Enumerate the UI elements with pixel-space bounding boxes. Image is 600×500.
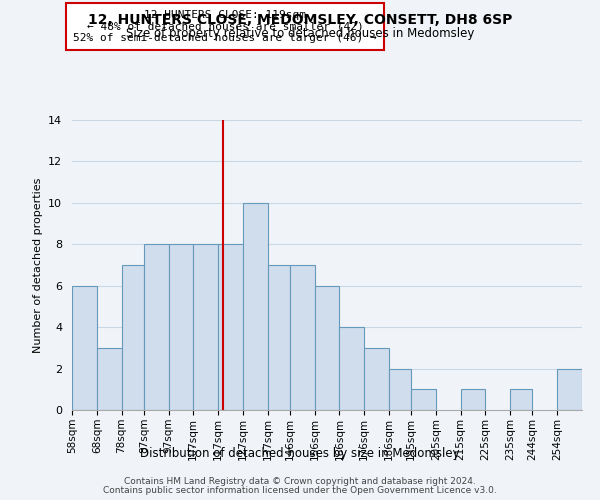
Bar (510, 390, 532, 410)
Bar (243, 203, 268, 410)
Bar (97, 348, 122, 410)
Bar (144, 244, 169, 410)
Bar (218, 244, 243, 410)
Text: Distribution of detached houses by size in Medomsley: Distribution of detached houses by size … (140, 448, 460, 460)
Bar (389, 368, 411, 410)
Bar (461, 390, 485, 410)
Bar (340, 327, 364, 410)
Bar (364, 348, 389, 410)
Text: Contains public sector information licensed under the Open Government Licence v3: Contains public sector information licen… (103, 486, 497, 495)
Bar (557, 368, 582, 410)
Bar (290, 265, 314, 410)
Bar (169, 244, 193, 410)
Bar (193, 244, 218, 410)
Bar (72, 286, 97, 410)
Text: Size of property relative to detached houses in Medomsley: Size of property relative to detached ho… (126, 28, 474, 40)
Bar (268, 265, 290, 410)
Text: Contains HM Land Registry data © Crown copyright and database right 2024.: Contains HM Land Registry data © Crown c… (124, 477, 476, 486)
Bar (411, 390, 436, 410)
Text: 12 HUNTERS CLOSE: 119sqm
← 48% of detached houses are smaller (42)
52% of semi-d: 12 HUNTERS CLOSE: 119sqm ← 48% of detach… (73, 10, 377, 43)
Y-axis label: Number of detached properties: Number of detached properties (32, 178, 43, 352)
Bar (122, 265, 144, 410)
Text: 12, HUNTERS CLOSE, MEDOMSLEY, CONSETT, DH8 6SP: 12, HUNTERS CLOSE, MEDOMSLEY, CONSETT, D… (88, 12, 512, 26)
Bar (314, 286, 340, 410)
